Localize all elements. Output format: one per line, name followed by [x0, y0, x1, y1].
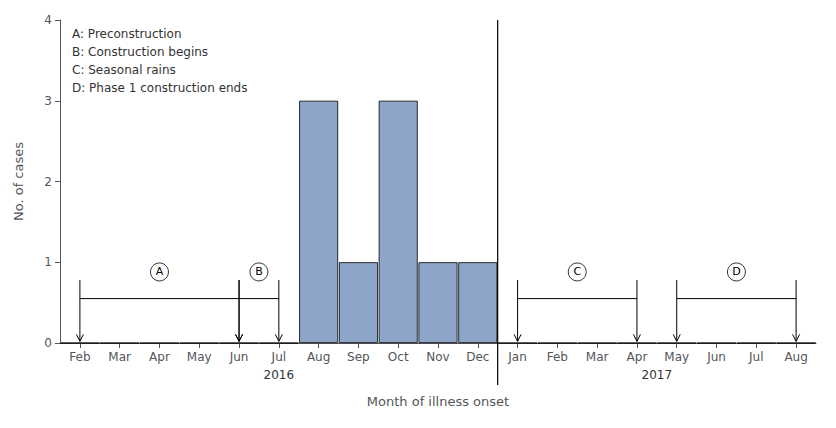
- svg-text:Feb: Feb: [69, 350, 90, 364]
- svg-text:2: 2: [44, 175, 52, 189]
- svg-text:C: Seasonal rains: C: Seasonal rains: [72, 63, 176, 77]
- svg-text:Jul: Jul: [271, 350, 286, 364]
- svg-text:Nov: Nov: [426, 350, 449, 364]
- svg-text:Mar: Mar: [586, 350, 609, 364]
- svg-text:D: D: [732, 265, 740, 278]
- svg-text:A: A: [156, 265, 164, 278]
- svg-text:Jul: Jul: [748, 350, 763, 364]
- svg-text:4: 4: [44, 13, 52, 27]
- svg-text:2017: 2017: [642, 368, 673, 382]
- svg-text:D: Phase 1 construction ends: D: Phase 1 construction ends: [72, 81, 248, 95]
- svg-text:Jun: Jun: [706, 350, 726, 364]
- svg-text:B: Construction begins: B: Construction begins: [72, 45, 208, 59]
- svg-text:Dec: Dec: [466, 350, 489, 364]
- svg-text:B: B: [255, 265, 263, 278]
- svg-text:A: Preconstruction: A: Preconstruction: [72, 27, 182, 41]
- svg-text:Month of illness onset: Month of illness onset: [367, 394, 509, 409]
- svg-text:Aug: Aug: [784, 350, 807, 364]
- svg-text:Apr: Apr: [149, 350, 170, 364]
- svg-text:Feb: Feb: [547, 350, 568, 364]
- svg-text:Jun: Jun: [229, 350, 249, 364]
- svg-text:No. of cases: No. of cases: [11, 142, 26, 221]
- svg-text:May: May: [664, 350, 689, 364]
- svg-text:Mar: Mar: [108, 350, 131, 364]
- svg-text:0: 0: [44, 336, 52, 350]
- svg-text:Sep: Sep: [347, 350, 370, 364]
- svg-text:3: 3: [44, 94, 52, 108]
- svg-text:Oct: Oct: [388, 350, 409, 364]
- svg-text:Apr: Apr: [627, 350, 648, 364]
- svg-text:Aug: Aug: [307, 350, 330, 364]
- svg-text:C: C: [573, 265, 581, 278]
- svg-text:1: 1: [44, 255, 52, 269]
- svg-text:May: May: [187, 350, 212, 364]
- svg-text:Jan: Jan: [507, 350, 527, 364]
- svg-text:2016: 2016: [264, 368, 295, 382]
